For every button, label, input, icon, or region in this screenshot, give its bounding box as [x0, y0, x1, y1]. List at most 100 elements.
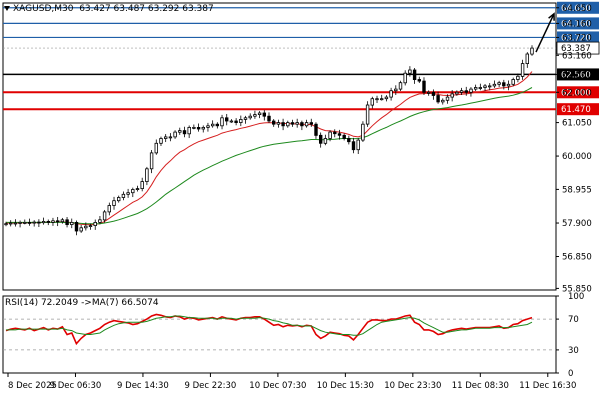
- candle-body: [131, 189, 135, 194]
- candle-body: [304, 122, 309, 127]
- candle-body: [18, 221, 22, 224]
- price-y-tick-label: 55.850: [562, 284, 592, 294]
- candle-body: [135, 188, 140, 191]
- x-tick-label: 11 Dec 16:30: [519, 381, 576, 391]
- level-label-box: [557, 68, 599, 81]
- rsi-y-tick-label: 100: [568, 292, 584, 302]
- candle-body: [257, 112, 262, 116]
- candle-body: [525, 53, 529, 65]
- candle-body: [492, 83, 497, 87]
- candle-body: [51, 220, 55, 223]
- candle-body: [384, 96, 389, 100]
- candle-body: [375, 98, 379, 101]
- candle-body: [333, 131, 337, 135]
- candle-body: [41, 220, 46, 224]
- rsi-y-tick-label: 70: [568, 315, 579, 325]
- candle-body: [389, 90, 393, 98]
- candle-body: [93, 221, 97, 226]
- price-y-tick-label: 60.000: [562, 152, 592, 162]
- candle-body: [469, 88, 473, 93]
- candle-body: [516, 75, 520, 80]
- candle-body: [408, 69, 412, 74]
- candle-body: [23, 221, 27, 224]
- candle-body: [506, 83, 511, 87]
- price-panel-frame: [2, 2, 557, 291]
- current-price-label: 63.387: [561, 44, 591, 54]
- candle-body: [450, 93, 454, 98]
- candle-body: [351, 141, 356, 151]
- x-tick-label: 10 Dec 07:30: [249, 381, 306, 391]
- projection-arrow-shaft: [535, 13, 555, 53]
- candle-body: [98, 219, 102, 223]
- level-label-box: [557, 31, 599, 44]
- candle-body: [417, 79, 421, 82]
- candle-body: [459, 90, 464, 93]
- candle-body: [154, 142, 158, 154]
- candle-body: [309, 122, 313, 125]
- candle-body: [478, 87, 482, 89]
- candle-body: [79, 227, 83, 232]
- candle-body: [262, 112, 266, 117]
- rsi-panel-frame: [2, 295, 557, 374]
- rsi-y-tick-label: 30: [568, 346, 579, 356]
- candle-body: [473, 87, 478, 90]
- candle-body: [365, 104, 370, 125]
- candle-body: [248, 115, 252, 119]
- price-y-tick-label: 61.050: [562, 119, 592, 129]
- candle-body: [436, 95, 440, 103]
- candle-body: [234, 120, 238, 124]
- symbol-header: XAGUSD,M30 63.427 63.487 63.292 63.387: [4, 4, 214, 14]
- candle-body: [441, 99, 445, 103]
- rsi-ma-line: [6, 315, 533, 336]
- candle-body: [412, 69, 417, 81]
- candle-body: [107, 205, 111, 213]
- candle-body: [65, 219, 69, 226]
- candle-body: [215, 123, 219, 127]
- candle-body: [426, 91, 431, 94]
- candle-body: [56, 220, 60, 223]
- candle-body: [445, 96, 450, 101]
- level-label-box: [557, 17, 599, 30]
- candle-body: [121, 193, 126, 198]
- candle-body: [140, 181, 144, 190]
- rsi-label: RSI(14) 72.2049: [5, 298, 79, 308]
- candle-body: [342, 134, 346, 139]
- rsi-ma-label: ->MA(7) 66.5074: [81, 298, 159, 308]
- rsi-header: RSI(14) 72.2049 ->MA(7) 66.5074: [5, 298, 159, 308]
- projection-arrow-icon: [548, 12, 555, 21]
- candle-body: [267, 115, 271, 122]
- price-y-tick-label: 64.160: [562, 19, 592, 29]
- candle-body: [163, 136, 168, 139]
- level-label-62.560: 62.560: [561, 70, 591, 80]
- candle-body: [530, 47, 534, 55]
- symbol-label: XAGUSD,M30: [13, 4, 74, 14]
- candle-body: [497, 82, 501, 85]
- level-label-box: [557, 1, 599, 14]
- candle-body: [370, 98, 374, 106]
- candle-body: [502, 82, 506, 87]
- x-tick-label: 9 Dec 22:30: [185, 381, 237, 391]
- x-tick-label: 10 Dec 15:30: [317, 381, 374, 391]
- candle-body: [323, 138, 328, 144]
- candle-body: [356, 139, 360, 151]
- candle-body: [271, 120, 276, 125]
- level-label-box: [557, 103, 599, 116]
- price-y-tick-label: 63.160: [562, 51, 592, 61]
- candle-body: [206, 125, 210, 128]
- candle-body: [182, 130, 187, 135]
- candle-body: [422, 80, 426, 93]
- candle-body: [13, 222, 18, 225]
- candle-body: [337, 133, 342, 136]
- candle-body: [88, 225, 93, 228]
- candle-body: [281, 122, 285, 127]
- level-label-64.160: 64.160: [561, 19, 591, 29]
- dropdown-triangle-icon[interactable]: [4, 6, 10, 11]
- level-label-61.470: 61.470: [561, 105, 591, 115]
- candle-body: [84, 225, 88, 229]
- level-label-box: [557, 86, 599, 99]
- candle-body: [328, 131, 332, 139]
- level-label-64.650: 64.650: [561, 4, 591, 14]
- candle-body: [117, 197, 121, 202]
